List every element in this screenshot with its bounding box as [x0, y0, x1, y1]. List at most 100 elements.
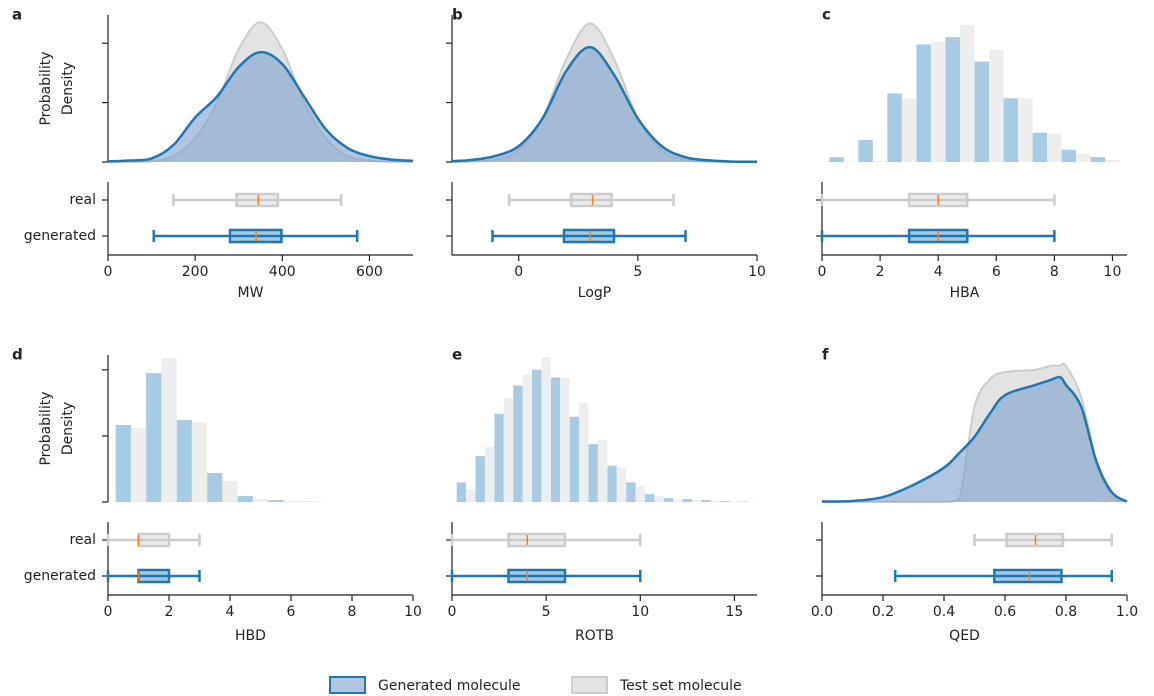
histogram-bar — [494, 413, 504, 502]
histogram-bar — [607, 465, 617, 502]
x-tick-label: 8 — [1050, 264, 1059, 280]
x-tick-label: 6 — [287, 604, 296, 620]
density-fill — [108, 52, 413, 162]
x-tick-label: 600 — [356, 264, 383, 280]
histogram-bar — [484, 447, 495, 502]
x-tick-label: 1.0 — [1116, 604, 1138, 620]
histogram-bar — [654, 496, 664, 502]
x-tick-label: 0 — [104, 264, 113, 280]
legend-swatch — [571, 676, 608, 694]
x-tick-label: 0.0 — [811, 604, 833, 620]
x-tick-label: 4 — [226, 604, 235, 620]
x-tick-label: 2 — [876, 264, 885, 280]
x-tick-label: 0.6 — [994, 604, 1016, 620]
histogram-bar — [1076, 154, 1091, 162]
histogram-bar — [916, 44, 931, 162]
histogram-bar — [901, 98, 917, 162]
x-tick-label: 5 — [542, 604, 551, 620]
histogram-bar — [682, 499, 693, 502]
x-tick-label: 10 — [631, 604, 649, 620]
x-tick-label: 15 — [725, 604, 743, 620]
x-tick-label: 0 — [104, 604, 113, 620]
histogram-bar — [146, 373, 162, 502]
histogram-bar — [974, 61, 990, 162]
histogram-bar — [858, 139, 873, 162]
x-tick-label: 200 — [182, 264, 209, 280]
x-axis-label: ROTB — [575, 628, 614, 644]
histogram-bar — [237, 496, 253, 502]
x-tick-label: 10 — [404, 604, 422, 620]
legend-label: Generated molecule — [378, 678, 521, 694]
histogram-bar — [1018, 98, 1033, 162]
histogram-bar — [626, 482, 636, 502]
histogram-bar — [161, 357, 177, 502]
density-fill — [452, 47, 757, 162]
histogram-bar — [191, 422, 208, 502]
histogram-bar — [1090, 157, 1106, 162]
x-tick-label: 0.4 — [933, 604, 955, 620]
x-tick-label: 0.2 — [872, 604, 894, 620]
box — [562, 228, 616, 244]
histogram-bar — [710, 501, 721, 502]
histogram-bar — [930, 41, 946, 163]
histogram-bar — [130, 428, 147, 502]
x-axis-label: HBA — [950, 285, 980, 301]
histogram-bar — [872, 161, 888, 162]
x-tick-label: 0 — [514, 264, 523, 280]
histogram-bar — [959, 24, 975, 162]
density-line — [821, 375, 1128, 503]
box — [507, 532, 567, 548]
histogram-bar — [513, 385, 523, 502]
panel-label: d — [12, 346, 23, 364]
histogram-bar — [673, 499, 683, 502]
histogram-bar — [597, 440, 608, 502]
histogram-bar — [176, 420, 192, 502]
x-axis-label: HBD — [235, 628, 266, 644]
histogram-bar — [532, 369, 542, 502]
histogram-bar — [569, 416, 580, 502]
box-row-label: real — [69, 532, 96, 548]
histogram-bar — [522, 374, 533, 502]
density-line — [451, 45, 758, 164]
x-tick-label: 0.8 — [1055, 604, 1077, 620]
x-axis-label: MW — [238, 285, 264, 301]
y-axis-label: Density — [60, 62, 76, 115]
panel-label: a — [12, 6, 22, 24]
histogram-bar — [222, 480, 238, 502]
x-tick-label: 0 — [818, 264, 827, 280]
histogram-bar — [115, 425, 131, 502]
histogram-bar — [1047, 133, 1062, 162]
y-axis-label: Probability — [38, 51, 54, 125]
x-axis-label: QED — [949, 628, 980, 644]
histogram-bar — [475, 455, 485, 502]
legend-swatch — [329, 676, 366, 694]
histogram-bar — [887, 93, 902, 162]
histogram-bar — [207, 472, 223, 502]
box — [993, 568, 1063, 584]
y-axis-label: Density — [60, 402, 76, 455]
density-line — [107, 50, 414, 163]
histogram-bar — [663, 498, 674, 502]
x-tick-label: 400 — [269, 264, 296, 280]
y-axis-label: Probability — [38, 391, 54, 465]
histogram-bar — [550, 377, 561, 502]
panel-label: c — [822, 6, 831, 24]
x-tick-label: 6 — [992, 264, 1001, 280]
histogram-bar — [588, 444, 598, 502]
histogram-bar — [701, 500, 711, 502]
histogram-bar — [252, 499, 269, 502]
histogram-bar — [692, 500, 702, 502]
box-row-label: real — [69, 192, 96, 208]
histogram-bar — [283, 501, 299, 502]
histogram-bar — [560, 377, 570, 502]
box — [137, 568, 171, 584]
histogram-bar — [456, 482, 467, 502]
x-tick-label: 2 — [165, 604, 174, 620]
x-tick-label: 5 — [633, 264, 642, 280]
box-row-label: generated — [24, 228, 96, 244]
x-tick-label: 8 — [348, 604, 357, 620]
box — [507, 568, 567, 584]
histogram-bar — [541, 356, 551, 502]
